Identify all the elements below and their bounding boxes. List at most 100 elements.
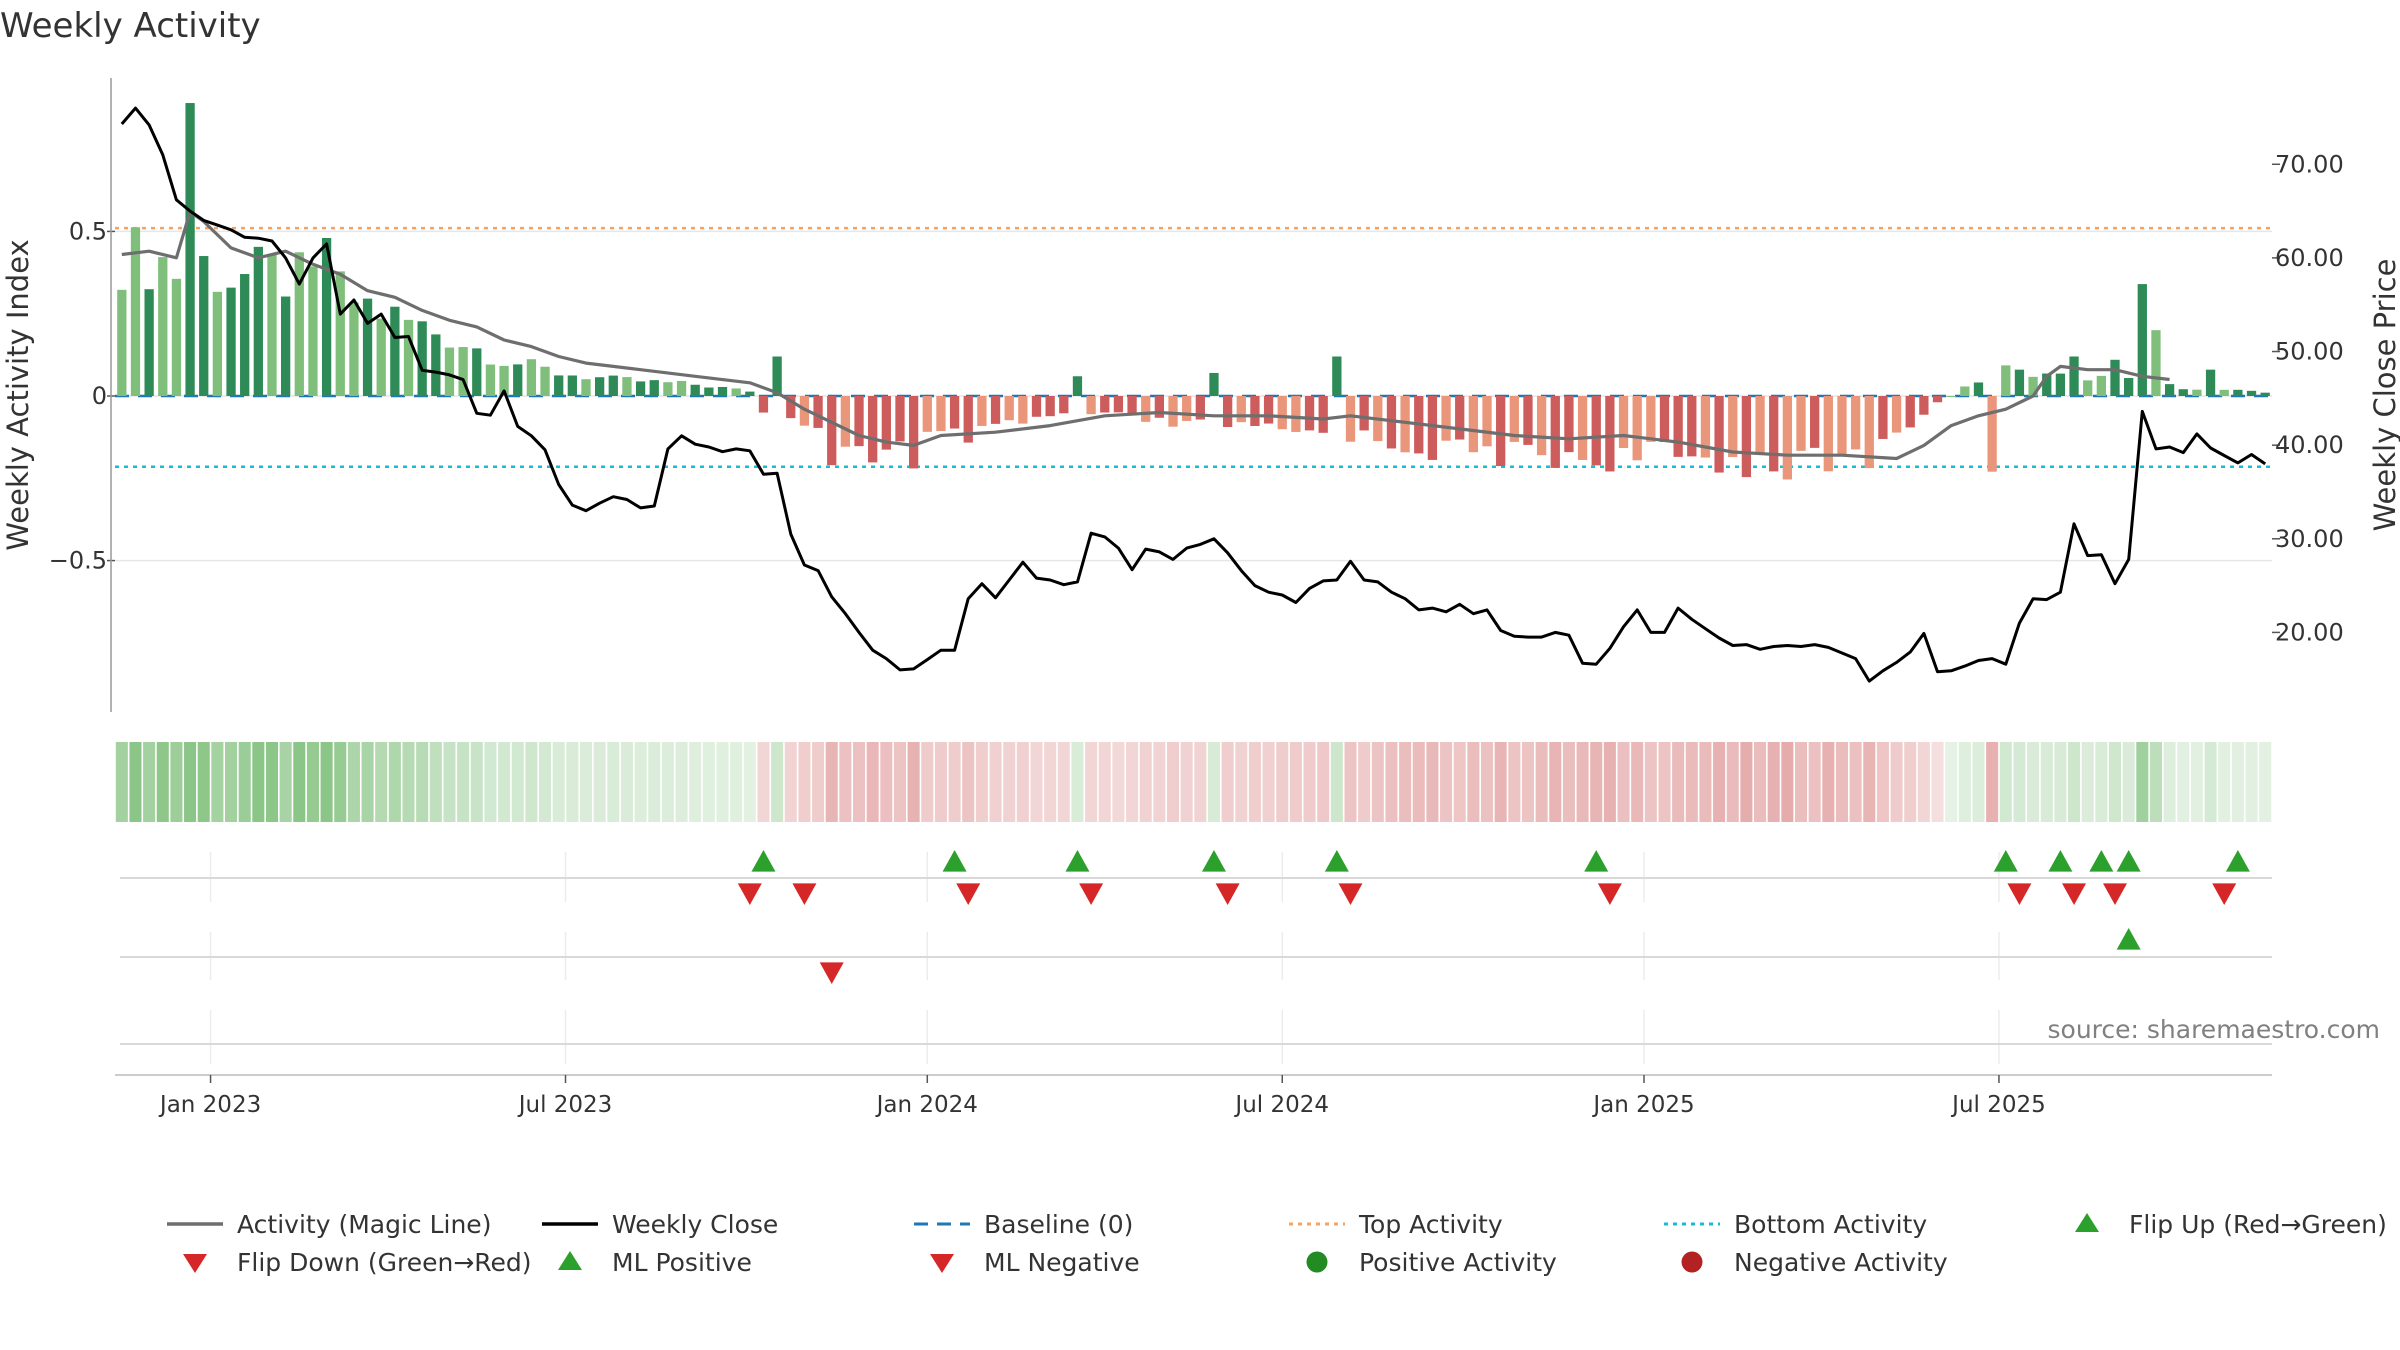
heat-cell (265, 742, 279, 822)
activity-bar-negative (1837, 396, 1847, 456)
heat-cell (1426, 742, 1439, 822)
activity-bar-positive (253, 246, 263, 396)
flip-up-marker (1065, 850, 1090, 872)
heat-cell (593, 742, 606, 822)
activity-bar-negative (1018, 396, 1028, 424)
activity-bar-positive (2028, 376, 2038, 396)
activity-bar-negative (1236, 396, 1246, 423)
activity-bar-negative (1550, 396, 1560, 468)
heat-cell (1098, 742, 1111, 822)
heat-cell (1330, 742, 1343, 822)
activity-bar-negative (1345, 396, 1356, 442)
heat-cell (1480, 742, 1494, 822)
activity-bar-positive (2219, 389, 2229, 396)
activity-bar-negative (1891, 396, 1902, 433)
heat-cell (1235, 742, 1248, 822)
activity-bar-negative (1536, 396, 1547, 456)
activity-bar-positive (772, 356, 782, 396)
heat-cell (1303, 742, 1316, 822)
activity-bar-negative (1673, 396, 1683, 457)
heat-cell (1344, 742, 1357, 822)
activity-bar-positive (2124, 378, 2134, 396)
activity-bar-positive (390, 306, 400, 396)
legend-label: ML Positive (612, 1248, 752, 1277)
y-tick-label-right: 70.00 (2275, 150, 2344, 178)
heat-cell (1781, 742, 1794, 822)
flip-down-marker (2062, 883, 2087, 905)
activity-bar-positive (444, 347, 455, 396)
flip-up-marker (2225, 850, 2250, 872)
heat-cell (2149, 742, 2162, 822)
activity-bar-positive (717, 386, 728, 396)
activity-bar-positive (649, 380, 659, 396)
heat-cell (675, 742, 688, 822)
activity-bar-positive (485, 364, 496, 396)
activity-bar-negative (1591, 396, 1601, 466)
legend-swatch-dot (1681, 1251, 1703, 1273)
line-series (120, 106, 2267, 683)
heat-cell (143, 742, 156, 822)
heat-cell (252, 742, 265, 822)
heat-cell (1003, 742, 1016, 822)
activity-bar-positive (1973, 382, 1984, 396)
activity-bar-positive (431, 334, 441, 396)
activity-bar-negative (1482, 396, 1492, 447)
activity-bar-negative (1878, 396, 1888, 439)
heat-cell (416, 742, 429, 822)
y-tick-label-left: 0.5 (69, 217, 107, 245)
activity-bar-positive (567, 375, 577, 396)
flip-down-marker (2007, 883, 2032, 905)
activity-bar-negative (1932, 396, 1943, 403)
heat-cell (1112, 742, 1125, 822)
activity-bar-negative (1441, 396, 1451, 441)
activity-bar-positive (2096, 375, 2106, 396)
activity-bar-positive (540, 366, 550, 396)
activity-bar-negative (854, 396, 864, 447)
activity-bar-positive (267, 254, 277, 396)
heat-cell (1672, 742, 1685, 822)
flip-up-marker (942, 850, 967, 872)
activity-heat-strip (115, 742, 2272, 822)
activity-bar-negative (1263, 396, 1274, 424)
activity-bar-positive (1960, 386, 1970, 396)
flip-up-marker (1584, 850, 1609, 872)
activity-bar-negative (1195, 396, 1205, 420)
heat-cell (1590, 742, 1603, 822)
heat-cell (579, 742, 593, 822)
activity-bar-negative (1714, 396, 1724, 473)
source-credit: source: sharemaestro.com (2048, 1015, 2381, 1044)
heat-cell (853, 742, 866, 822)
activity-bar-negative (1823, 396, 1833, 472)
heat-cell (934, 742, 947, 822)
heat-cell (457, 742, 470, 822)
activity-bar-positive (1946, 396, 1956, 397)
activity-bar-positive (2260, 392, 2270, 396)
activity-bar-positive (212, 291, 223, 396)
activity-bar-positive (199, 256, 209, 396)
activity-bar-positive (2110, 359, 2120, 396)
activity-bar-negative (990, 396, 1001, 424)
heat-cell (1153, 742, 1166, 822)
activity-bar-negative (1632, 396, 1642, 461)
heat-cell (1945, 742, 1958, 822)
heat-cell (1221, 742, 1234, 822)
y-tick-label-right: 30.00 (2275, 525, 2344, 553)
activity-bar-negative (1659, 396, 1670, 443)
heat-cell (2204, 742, 2217, 822)
activity-bar-positive (526, 359, 537, 396)
axes: 0.5 0 −0.5 70.00 60.00 50.00 40.00 30.00 20.00 (49, 78, 2344, 712)
activity-bars (117, 103, 2270, 480)
heat-cell (1412, 742, 1425, 822)
heat-cell (1126, 742, 1139, 822)
activity-bar-negative (963, 396, 973, 443)
heat-cell (498, 742, 511, 822)
heat-cell (2218, 742, 2231, 822)
activity-bar-positive (117, 289, 127, 396)
legend-item: Flip Up (Red→Green) (2075, 1210, 2387, 1239)
heat-cell (962, 742, 975, 822)
heat-cell (1767, 742, 1780, 822)
heat-cell (1986, 742, 1999, 822)
heat-cell (306, 742, 319, 822)
heat-cell (1453, 742, 1466, 822)
heat-cell (1631, 742, 1644, 822)
